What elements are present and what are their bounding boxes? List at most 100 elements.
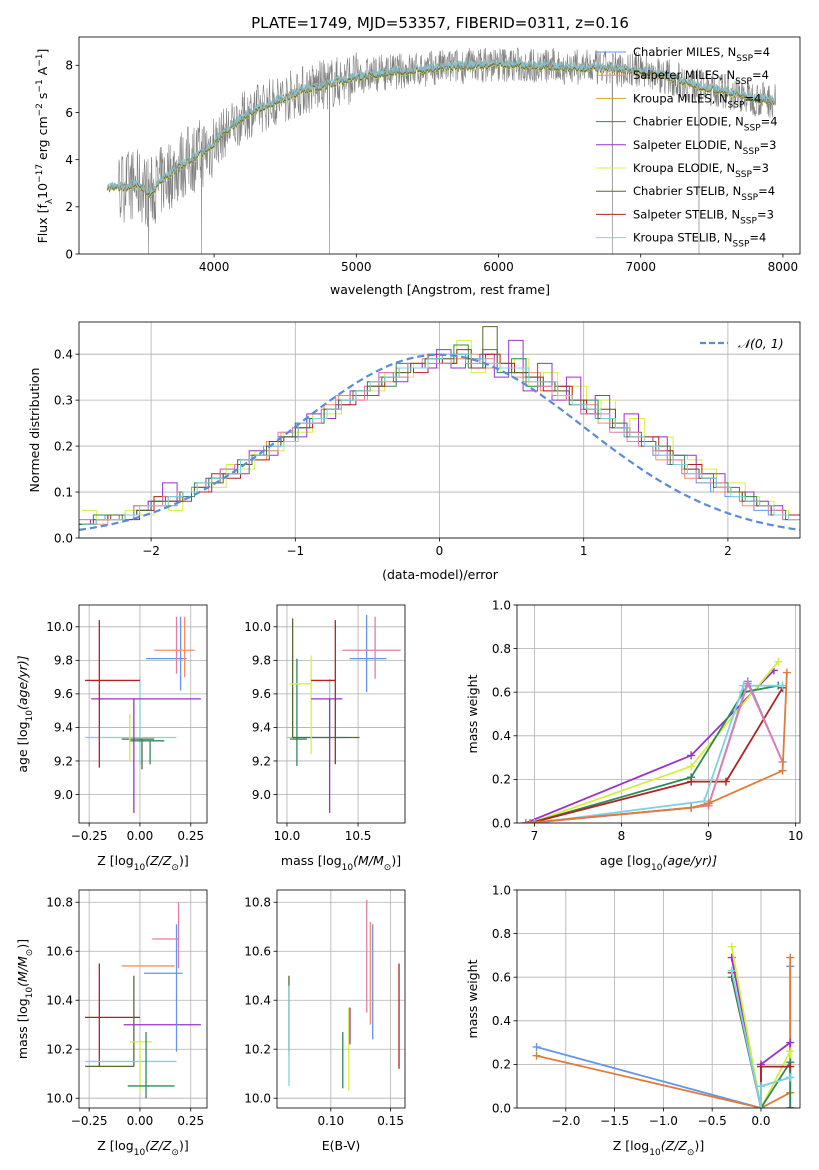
observed-spectrum: [107, 47, 776, 254]
x-tick-label: 5000: [341, 260, 372, 274]
label-part: ⊙: [25, 949, 35, 957]
label-part: SSP: [735, 77, 752, 87]
errorbar-point: [146, 616, 187, 691]
label-part: −1: [35, 79, 45, 92]
x-tick-label: 0.00: [127, 1114, 154, 1128]
label-part: 10: [35, 183, 50, 199]
label-part: =3: [760, 138, 777, 152]
errorbar-point: [349, 615, 387, 693]
grid: [79, 605, 207, 823]
weight-line: [525, 672, 788, 823]
plus-marker: [521, 819, 530, 823]
x-axis-label: E(B-V): [322, 1138, 361, 1153]
y-tick-label: 4: [65, 153, 73, 167]
y-axis-label: Normed distribution: [27, 368, 42, 493]
label-part: 10: [25, 987, 35, 999]
label-part: age [log: [15, 721, 30, 772]
label-part: Flux [f: [35, 204, 50, 244]
plus-marker: [687, 751, 696, 760]
x-tick-label: 0.00: [127, 829, 154, 843]
weight-line: [536, 957, 792, 1108]
age-vs-mass-panel: 10.0 10.5 9.0 9.2 9.4 9.6 9.8 10.0 mass [log10(M…: [244, 604, 406, 873]
y-tick-label: 9.4: [252, 721, 271, 735]
y-tick-label: 0.8: [492, 642, 511, 656]
weight-line: [529, 687, 784, 823]
label-part: 10: [134, 863, 146, 873]
x-tick-label: 0.0: [751, 1114, 770, 1128]
errorbar-point: [144, 924, 183, 1052]
x-axis-label: Z [log10(Z/Z⊙)]: [97, 853, 188, 873]
model-spectrum: [107, 58, 776, 195]
plot-area: [85, 902, 201, 1099]
plot-area: [85, 616, 201, 813]
y-tick-label: 0.6: [492, 971, 511, 985]
axes: −0.25 0.00 0.25 10.0 10.2 10.4 10.6 10.8: [46, 889, 208, 1128]
errorbar-point: [289, 658, 307, 766]
histogram-series: [81, 339, 800, 521]
label-part: =4: [744, 91, 761, 105]
plus-marker: [786, 1073, 795, 1082]
label-part: s: [35, 93, 50, 104]
mass-weight-vs-metallicity-panel: −2.0 −1.5 −1.0 −0.5 0.0 0.0 0.2 0.4 0.6 0.8 1.0 Z […: [465, 883, 801, 1158]
plot-area: [288, 899, 400, 1091]
label-part: Salpeter STELIB, N: [633, 207, 740, 221]
plus-marker: [687, 777, 696, 786]
mass-vs-ebv-panel: 0.10 0.15 10.0 10.2 10.4 10.6 10.8 E(B-V): [244, 889, 406, 1153]
label-part: Salpeter ELODIE, N: [633, 138, 743, 152]
label-part: SSP: [728, 100, 745, 110]
label-part: )]: [694, 1138, 704, 1153]
y-tick-label: 0.4: [492, 729, 511, 743]
y-axis-label: age [log10(age/yr)]: [15, 655, 35, 772]
label-part: Kroupa STELIB, N: [633, 231, 733, 245]
plot-area: [521, 657, 791, 823]
label-part: SSP: [743, 147, 760, 157]
label-part: =4: [758, 184, 775, 198]
y-tick-label: 9.0: [54, 788, 73, 802]
plus-marker: [687, 803, 696, 812]
plus-marker: [778, 766, 787, 775]
label-part: E(B-V): [322, 1138, 361, 1153]
errorbar-point: [289, 655, 312, 755]
legend-label: Salpeter STELIB, NSSP=3: [633, 207, 774, 226]
legend-label: 𝒩(0, 1): [738, 336, 784, 351]
plus-marker: [743, 679, 752, 688]
x-tick-label: 10.0: [274, 829, 301, 843]
x-tick-label: 0: [436, 544, 444, 558]
y-tick-label: 0.4: [492, 1014, 511, 1028]
label-part: (Z/Z: [145, 853, 172, 868]
errorbar-point: [286, 678, 349, 766]
label-part: Chabrier STELIB, N: [633, 184, 741, 198]
label-part: )]: [179, 1138, 189, 1153]
axes-frame: [516, 889, 801, 1109]
label-part: mass [log: [15, 998, 30, 1059]
y-tick-label: 6: [65, 106, 73, 120]
x-tick-label: −0.25: [71, 829, 108, 843]
x-tick-label: −2.0: [551, 1114, 580, 1128]
y-axis-label: mass weight: [465, 674, 480, 753]
y-tick-label: 9.6: [54, 687, 73, 701]
weight-series: [526, 679, 787, 823]
x-tick-label: 0.25: [177, 1114, 204, 1128]
x-tick-label: 1: [580, 544, 588, 558]
weight-series: [727, 966, 795, 1108]
age-vs-metallicity-panel: −0.25 0.00 0.259.09.29.49.69.810.0Z [log10…: [15, 604, 208, 873]
errorbar-point: [85, 963, 140, 1067]
x-tick-label: 7: [531, 829, 539, 843]
label-part: A: [35, 66, 50, 79]
weight-series: [526, 683, 787, 823]
x-tick-label: −1: [286, 544, 304, 558]
errorbar-point: [342, 616, 401, 679]
y-tick-label: 10.4: [244, 994, 271, 1008]
x-tick-label: 10: [788, 829, 803, 843]
plus-marker: [782, 668, 791, 677]
axes: 0.10 0.15 10.0 10.2 10.4 10.6 10.8: [244, 889, 406, 1128]
y-tick-label: 9.2: [252, 754, 271, 768]
axes: 4000 5000 6000 7000 8000 0 2 4 6 8: [65, 36, 801, 274]
y-tick-label: 0.0: [492, 1101, 511, 1115]
axes-frame: [78, 604, 208, 824]
histogram-series: [79, 353, 798, 521]
x-axis-label: wavelength [Angstrom, rest frame]: [330, 282, 550, 297]
plot-area: [532, 942, 795, 1108]
label-part: )]: [15, 939, 30, 949]
plus-marker: [704, 799, 713, 808]
